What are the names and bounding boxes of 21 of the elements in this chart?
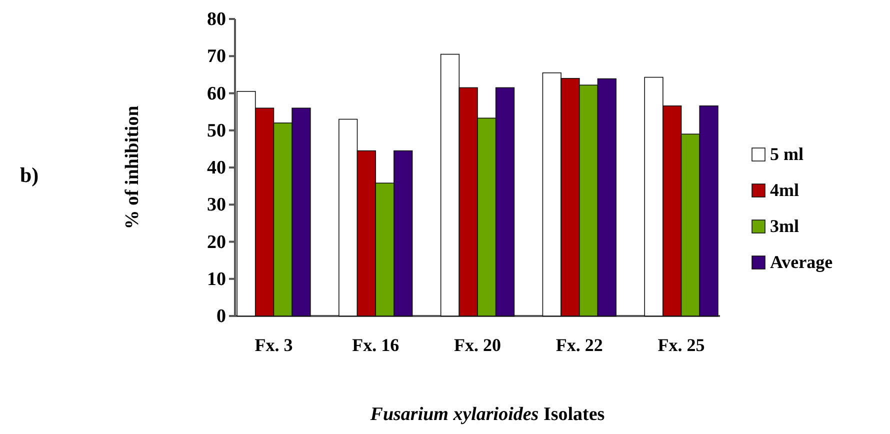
text: b)	[20, 163, 39, 187]
y-tick-label: 10	[207, 268, 226, 290]
x-tick-label: Fx. 25	[658, 334, 705, 355]
y-tick-label: 60	[207, 83, 226, 104]
y-tick-label: 20	[207, 232, 226, 253]
y-tick-label: 70	[207, 46, 226, 68]
x-tick-label: Fx. 22	[556, 334, 603, 355]
y-tick-label: 0	[216, 306, 226, 328]
x-tick-label: Fx. 3	[254, 334, 293, 355]
y-tick-label: 50	[207, 120, 226, 142]
x-tick-label: Fx. 20	[454, 334, 501, 355]
y-tick-label: 30	[207, 194, 226, 216]
legend-label: Average	[770, 252, 833, 272]
x-axis-title: Fusarium xylarioides Isolates	[369, 404, 605, 425]
legend-label: 4ml	[770, 180, 799, 200]
y-axis-title: % of inhibition	[122, 105, 143, 230]
y-tick-label: 40	[207, 158, 226, 179]
legend-label: 5 ml	[770, 144, 804, 164]
legend-label: 3ml	[770, 216, 799, 236]
x-tick-label: Fx. 16	[352, 334, 400, 355]
y-tick-label: 80	[207, 9, 226, 30]
